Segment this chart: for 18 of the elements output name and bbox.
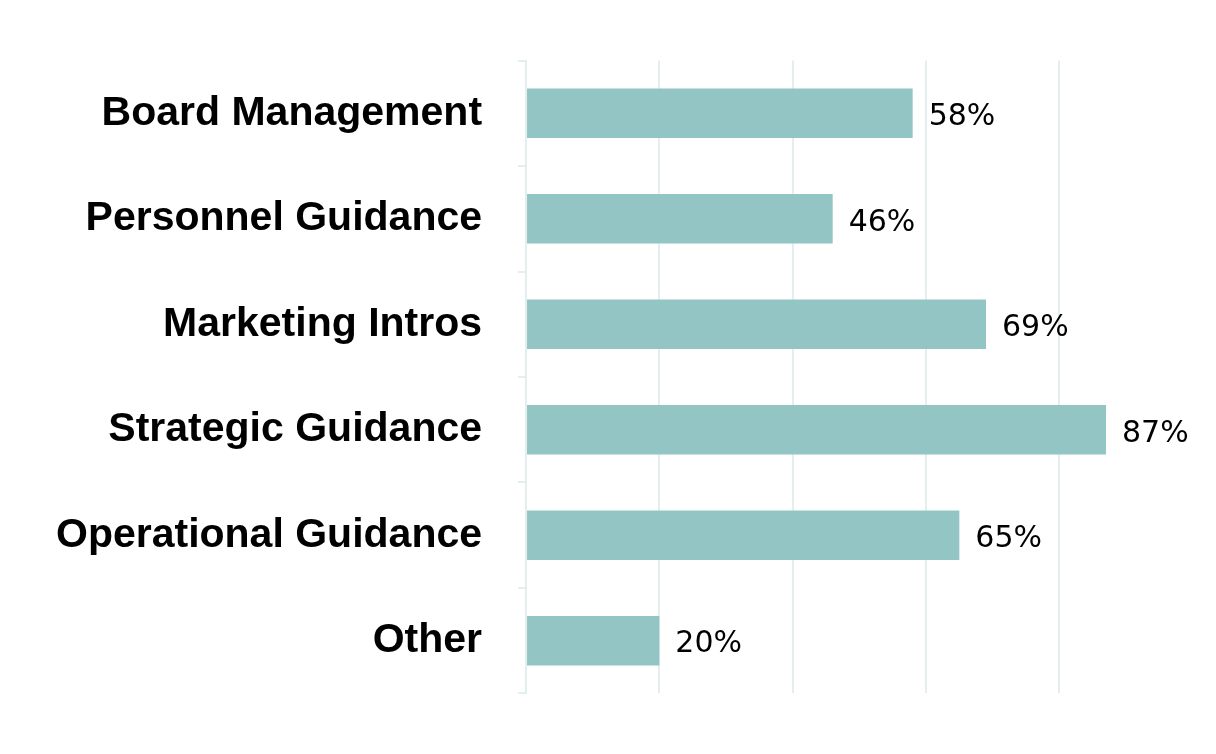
bar (527, 299, 987, 350)
y-tick-label: Personnel Guidance (85, 193, 483, 240)
data-label: 87% (1122, 413, 1189, 449)
bar (527, 510, 960, 560)
bar (527, 88, 913, 139)
data-label: 20% (675, 624, 743, 660)
data-label: 58% (928, 97, 996, 133)
y-tick-label: Other (372, 614, 483, 661)
data-label: 69% (1002, 308, 1069, 344)
y-tick-label: Operational Guidance (55, 509, 483, 556)
y-tick-label: Strategic Guidance (108, 404, 483, 451)
bar (527, 404, 1106, 455)
data-label: 46% (848, 202, 916, 238)
data-label: 65% (975, 519, 1043, 554)
y-tick-label: Board Management (101, 87, 483, 134)
bar (527, 194, 833, 244)
bar (527, 615, 660, 666)
y-tick-label: Marketing Intros (163, 298, 483, 345)
